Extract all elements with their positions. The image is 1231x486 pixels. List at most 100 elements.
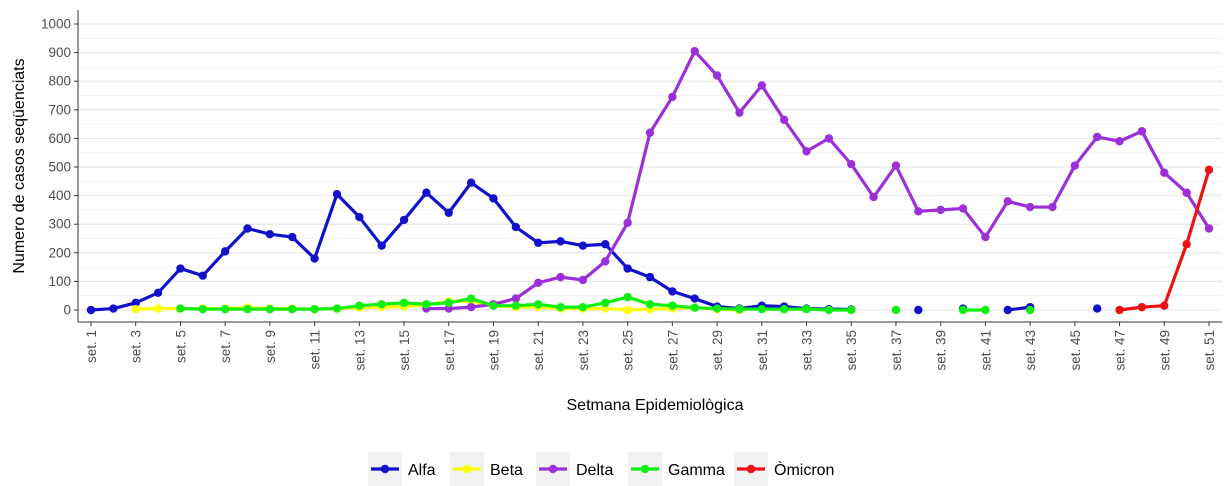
data-point-alfa bbox=[332, 189, 342, 199]
x-tick-label: set. 11 bbox=[308, 330, 323, 370]
data-point-delta bbox=[668, 92, 677, 102]
data-point-delta bbox=[466, 302, 476, 312]
x-tick-label: set. 43 bbox=[1023, 330, 1038, 371]
data-point-delta bbox=[578, 275, 588, 285]
data-point-gamma bbox=[981, 305, 990, 315]
x-tick-label: set. 27 bbox=[665, 330, 680, 371]
data-point-alfa bbox=[109, 304, 118, 313]
data-point-alfa bbox=[489, 194, 498, 203]
data-point-delta bbox=[1137, 127, 1147, 136]
data-point-gamma bbox=[422, 300, 431, 309]
data-point-gamma bbox=[265, 304, 275, 314]
y-tick-label: 0 bbox=[63, 303, 71, 318]
data-point-alfa bbox=[690, 294, 699, 303]
data-point-alfa bbox=[623, 264, 632, 273]
x-tick-label: set. 29 bbox=[710, 330, 725, 371]
data-point-delta bbox=[1025, 202, 1035, 212]
legend-key-point bbox=[380, 464, 390, 474]
data-point-alfa bbox=[444, 208, 453, 217]
x-tick-label: set. 51 bbox=[1202, 330, 1217, 371]
legend-key-point bbox=[548, 464, 558, 474]
legend-item-micron: Òmicron bbox=[734, 452, 834, 486]
legend-label: Alfa bbox=[408, 462, 436, 479]
grid bbox=[78, 23, 1222, 311]
data-point-delta bbox=[1048, 202, 1057, 212]
data-point-delta bbox=[869, 192, 878, 202]
data-point-delta bbox=[534, 278, 543, 288]
data-point-gamma bbox=[176, 304, 185, 313]
data-point-alfa bbox=[668, 287, 677, 296]
data-point-alfa bbox=[601, 240, 610, 249]
data-point-gamma bbox=[757, 304, 766, 314]
x-tick-label: set. 19 bbox=[486, 330, 501, 371]
data-point-gamma bbox=[444, 298, 453, 308]
data-point-micron bbox=[1137, 302, 1147, 312]
x-tick-label: set. 23 bbox=[576, 330, 591, 371]
y-axis-title: Numero de casos seqüenciats bbox=[11, 58, 28, 273]
data-point-alfa bbox=[534, 238, 543, 247]
data-point-gamma bbox=[310, 304, 319, 314]
legend: Alfa Beta Delta Gamma Òmicron bbox=[368, 452, 834, 486]
x-tick-label: set. 25 bbox=[621, 330, 636, 371]
x-tick-label: set. 9 bbox=[263, 330, 278, 363]
data-point-beta bbox=[623, 305, 632, 315]
data-point-delta bbox=[690, 46, 699, 56]
data-point-gamma bbox=[645, 300, 655, 309]
data-point-gamma bbox=[355, 301, 364, 310]
legend-key-point bbox=[462, 464, 472, 474]
data-point-alfa bbox=[310, 254, 319, 263]
data-point-gamma bbox=[243, 304, 252, 314]
data-point-gamma bbox=[578, 302, 588, 312]
data-point-delta bbox=[802, 147, 811, 156]
series-line-delta bbox=[424, 49, 1211, 311]
x-tick-label: set. 39 bbox=[934, 330, 949, 371]
data-point-alfa bbox=[220, 247, 230, 256]
data-point-delta bbox=[601, 257, 610, 266]
data-point-gamma bbox=[824, 305, 834, 315]
data-point-delta bbox=[936, 205, 945, 215]
data-point-alfa bbox=[1003, 305, 1012, 315]
data-point-gamma bbox=[1025, 305, 1035, 315]
legend-key-point bbox=[746, 464, 756, 474]
x-tick-label: set. 35 bbox=[844, 330, 859, 371]
data-point-gamma bbox=[466, 294, 476, 303]
x-tick-label: set. 7 bbox=[218, 330, 233, 363]
legend-item-beta: Beta bbox=[450, 452, 523, 486]
x-tick-label: set. 5 bbox=[173, 330, 188, 363]
x-tick-label: set. 33 bbox=[800, 330, 815, 371]
data-point-delta bbox=[1115, 137, 1124, 146]
data-point-delta bbox=[779, 115, 789, 125]
data-point-delta bbox=[645, 128, 655, 137]
data-point-alfa bbox=[131, 298, 140, 308]
data-point-delta bbox=[981, 232, 990, 242]
data-point-gamma bbox=[198, 304, 207, 314]
data-point-alfa bbox=[466, 178, 476, 187]
data-point-delta bbox=[511, 294, 521, 303]
data-point-alfa bbox=[1093, 304, 1102, 313]
data-point-delta bbox=[1204, 224, 1214, 233]
x-tick-label: set. 21 bbox=[531, 330, 546, 371]
data-point-delta bbox=[891, 161, 901, 170]
y-tick-label: 100 bbox=[48, 274, 71, 289]
legend-label: Òmicron bbox=[774, 460, 834, 479]
data-point-alfa bbox=[377, 241, 386, 250]
data-point-delta bbox=[847, 159, 856, 169]
x-axis: set. 1 set. 3 set. 5 set. 7 set. 9 set. 11 set… bbox=[78, 321, 1222, 371]
data-point-delta bbox=[1093, 132, 1102, 142]
data-point-delta bbox=[735, 108, 744, 117]
data-point-gamma bbox=[847, 305, 856, 315]
data-point-gamma bbox=[288, 304, 297, 314]
data-point-beta bbox=[153, 304, 163, 313]
data-point-micron bbox=[1182, 240, 1191, 249]
data-point-gamma bbox=[958, 305, 968, 315]
legend-item-delta: Delta bbox=[536, 452, 613, 486]
data-point-gamma bbox=[712, 304, 722, 313]
x-tick-label: set. 45 bbox=[1068, 330, 1083, 371]
y-tick-label: 400 bbox=[48, 188, 71, 203]
y-tick-label: 500 bbox=[48, 160, 71, 175]
data-point-alfa bbox=[511, 222, 521, 232]
legend-item-gamma: Gamma bbox=[628, 452, 725, 486]
data-point-delta bbox=[712, 71, 722, 80]
legend-key-point bbox=[640, 464, 650, 474]
